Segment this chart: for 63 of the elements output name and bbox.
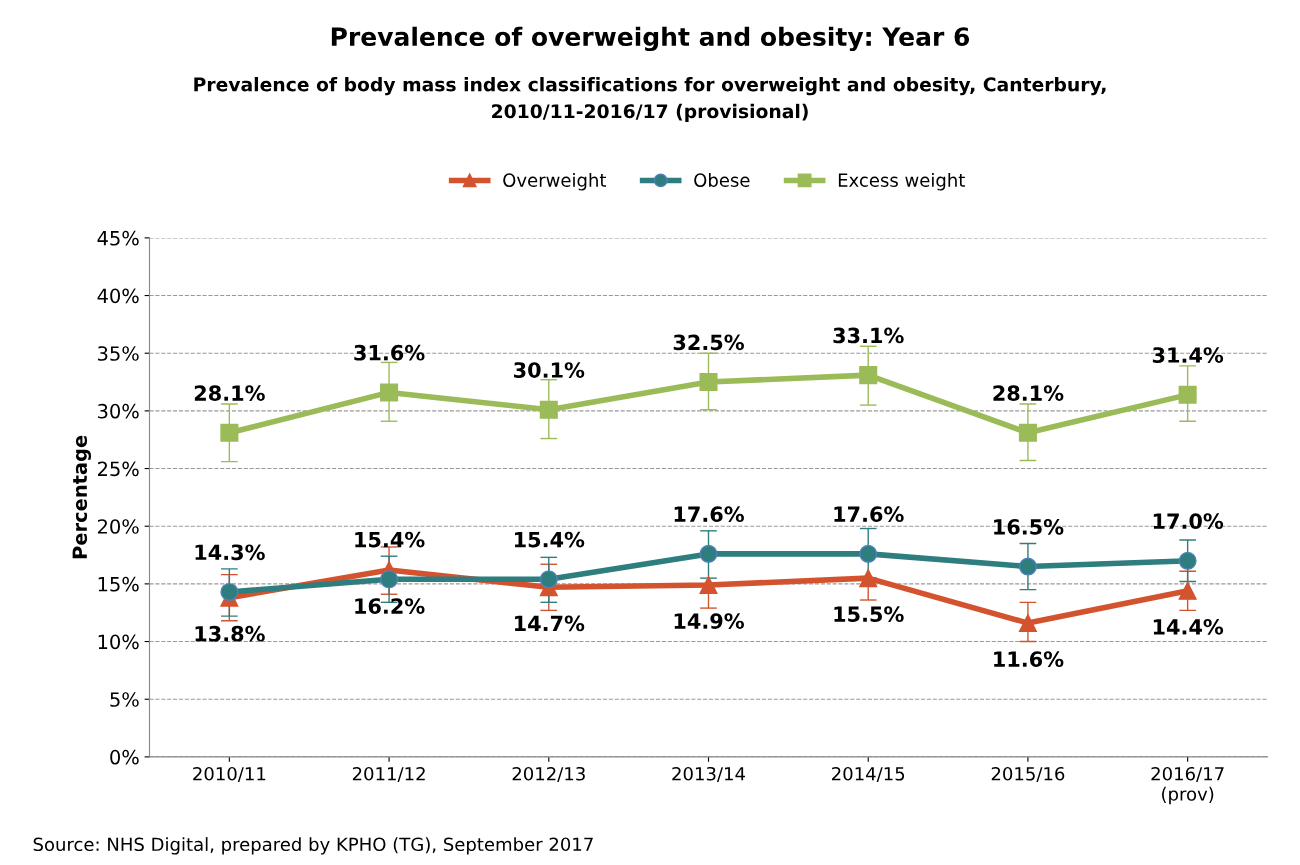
point	[859, 569, 878, 588]
data-label: 30.1%	[514, 362, 585, 378]
y-tick-label: 45%	[97, 230, 139, 246]
data-label: 15.5%	[834, 606, 904, 623]
data-label: 17.0%	[1153, 513, 1224, 529]
x-tick-label: 2016/17 (prov)	[1151, 766, 1224, 805]
data-label: 32.5%	[673, 334, 744, 351]
data-label: 33.1%	[833, 327, 904, 344]
point	[859, 366, 878, 385]
point	[1178, 581, 1197, 600]
point	[1178, 385, 1197, 404]
y-tick-label: 15%	[98, 576, 139, 592]
point	[699, 544, 718, 563]
point	[699, 373, 718, 392]
point	[220, 423, 239, 442]
y-axis-title: Percentage	[72, 435, 91, 559]
data-label: 28.1%	[194, 385, 265, 401]
point	[1178, 551, 1197, 570]
y-tick-label: 20%	[97, 519, 139, 534]
point	[699, 575, 718, 595]
x-tick-label: 2010/11	[193, 766, 266, 782]
data-label: 14.7%	[515, 615, 585, 632]
y-tick-label: 30%	[98, 403, 139, 419]
data-label: 14.4%	[1153, 618, 1224, 635]
legend-label: Obese	[694, 173, 750, 187]
data-label: 28.1%	[993, 385, 1064, 401]
chart-title: Prevalence of overweight and obesity: Year 6	[331, 26, 970, 52]
point	[380, 383, 399, 402]
y-tick-label: 25%	[97, 461, 139, 477]
data-label: 14.3%	[195, 544, 265, 561]
data-label: 15.4%	[355, 531, 425, 548]
data-label: 14.9%	[674, 613, 744, 629]
point	[1018, 614, 1037, 633]
legend-label: Overweight	[503, 173, 607, 191]
source-note: Source: NHS Digital, prepared by KPHO (TG), September 2017	[33, 837, 593, 855]
y-tick-label: 5%	[110, 692, 139, 707]
y-tick-label: 0%	[110, 749, 139, 765]
data-label: 17.6%	[674, 506, 744, 523]
point	[1018, 557, 1037, 576]
data-label: 11.6%	[994, 651, 1064, 667]
data-label: 13.8%	[195, 625, 265, 642]
data-label: 31.6%	[354, 344, 425, 361]
data-label: 17.6%	[834, 506, 904, 523]
x-tick-label: 2013/14	[672, 766, 745, 782]
point	[539, 570, 558, 589]
legend-label: Excess weight	[838, 173, 965, 191]
data-label: 16.5%	[994, 519, 1064, 535]
chart-subtitle: Prevalence of body mass index classifications for overweight and obesity, Canterbury, 2010/11-2016/17 (provisional)	[194, 76, 1106, 122]
point	[380, 570, 399, 589]
point	[859, 544, 878, 563]
point	[539, 400, 558, 419]
data-label: 31.4%	[1152, 347, 1224, 363]
x-tick-label: 2011/12	[352, 766, 425, 782]
data-label: 16.2%	[355, 598, 425, 614]
point	[220, 582, 239, 601]
y-tick-label: 40%	[97, 288, 139, 304]
y-tick-label: 10%	[98, 634, 139, 650]
x-tick-label: 2014/15	[832, 766, 905, 782]
x-tick-label: 2015/16	[991, 766, 1065, 782]
data-label: 15.4%	[515, 531, 585, 548]
x-tick-label: 2012/13	[512, 766, 585, 782]
y-tick-label: 35%	[98, 346, 139, 361]
point	[1018, 423, 1037, 442]
